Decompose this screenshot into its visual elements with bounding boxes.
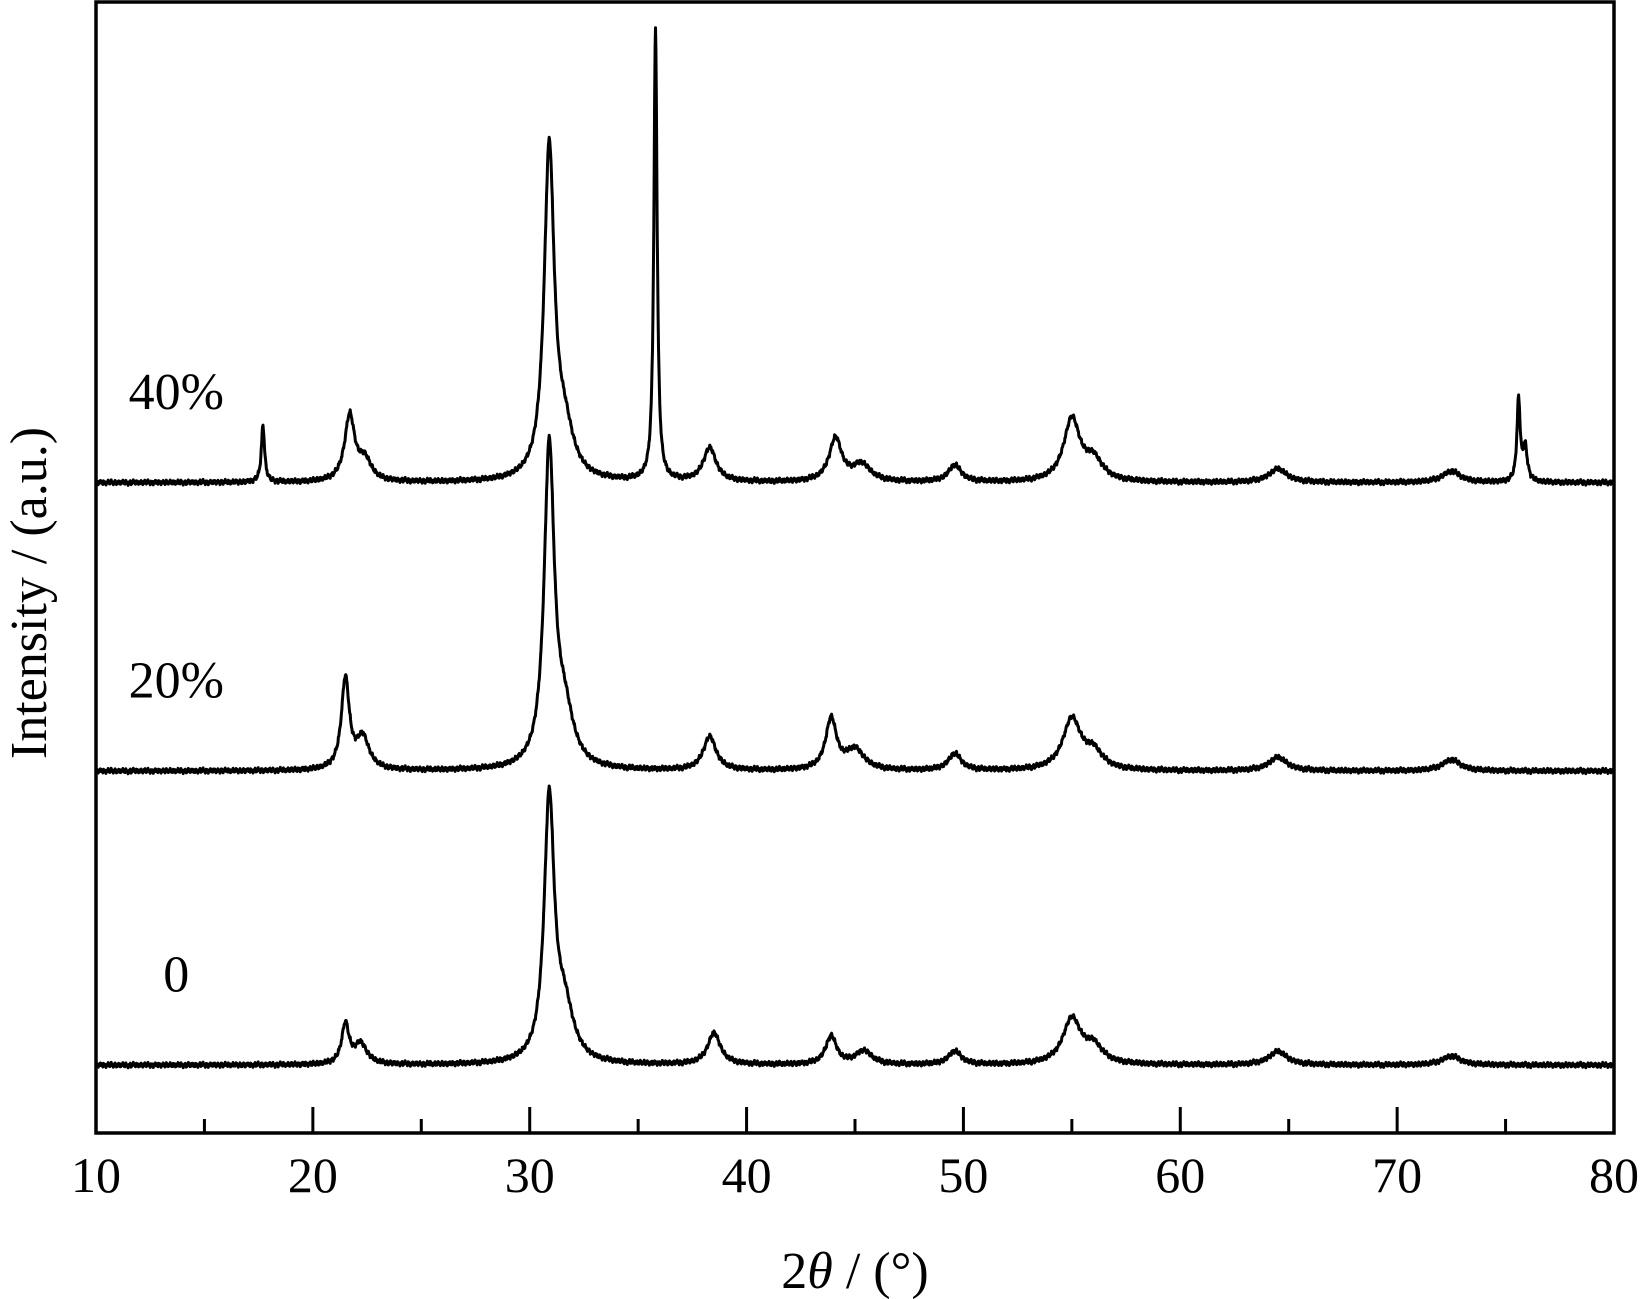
series-label: 20% <box>129 653 224 710</box>
x-axis-title: 2θ / (°) <box>781 1243 928 1299</box>
x-tick-label: 70 <box>1372 1147 1422 1203</box>
y-axis-title: Intensity / (a.u.) <box>1 427 58 759</box>
series-line <box>94 433 1616 776</box>
x-tick-label: 20 <box>288 1147 338 1203</box>
series-labels: 0 20% 40% <box>129 364 224 1003</box>
x-tick-label: 30 <box>505 1147 555 1203</box>
x-tick-label: 40 <box>722 1147 772 1203</box>
x-tick-label: 50 <box>938 1147 988 1203</box>
series-traces <box>94 26 1616 1070</box>
x-tick-label: 10 <box>71 1147 121 1203</box>
x-axis-title-prefix: 2 <box>781 1243 807 1299</box>
plot-frame <box>94 0 1616 1135</box>
x-axis-tick-labels: 10 20 30 40 50 60 70 80 <box>71 1147 1639 1203</box>
series-label: 40% <box>129 364 224 421</box>
x-axis-ticks <box>94 1107 1616 1133</box>
x-tick-label: 60 <box>1155 1147 1205 1203</box>
x-axis-title-suffix: / (°) <box>833 1243 929 1299</box>
series-line <box>94 784 1616 1070</box>
series-label: 0 <box>163 947 189 1004</box>
series-line <box>94 26 1616 487</box>
x-axis-title-symbol: θ <box>807 1243 833 1299</box>
x-tick-label: 80 <box>1589 1147 1639 1203</box>
